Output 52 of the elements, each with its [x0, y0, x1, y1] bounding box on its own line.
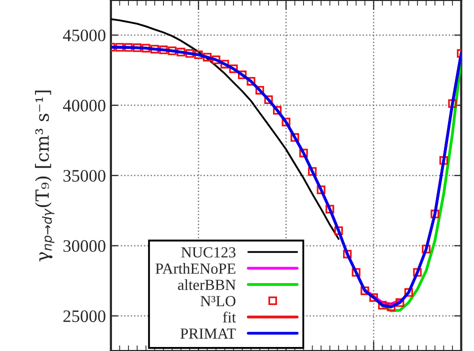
- point: [360, 286, 370, 296]
- point: [185, 49, 194, 58]
- point: [343, 250, 352, 258]
- point: [404, 288, 413, 297]
- point: [220, 60, 230, 68]
- point: [272, 106, 282, 115]
- y-axis-title: γ$_{np→dγ}$(T₉) [cm³ s⁻¹]: [35, 90, 54, 262]
- point: [430, 210, 440, 218]
- point: [396, 298, 404, 307]
- point: [299, 148, 308, 158]
- point: [326, 204, 334, 214]
- legend-label: PArthENoPE: [156, 263, 236, 274]
- point: [168, 46, 177, 56]
- y-tick-label: 30000: [63, 240, 106, 252]
- y-tick-label: 25000: [63, 310, 106, 322]
- point: [352, 268, 360, 277]
- point: [386, 302, 396, 312]
- legend-label: N³LO: [200, 296, 236, 306]
- point: [369, 293, 378, 302]
- point: [115, 43, 124, 52]
- point: [264, 95, 273, 104]
- point: [448, 99, 457, 108]
- point: [176, 48, 186, 56]
- point: [159, 46, 168, 54]
- point: [150, 44, 160, 54]
- line-series: [110, 18, 340, 240]
- legend-label: NUC123: [181, 247, 236, 258]
- legend-label: alterBBN: [178, 279, 236, 290]
- legend-label: fit: [222, 312, 236, 322]
- point: [439, 156, 448, 165]
- legend-label: PRIMAT: [180, 328, 236, 339]
- point: [229, 64, 238, 74]
- point: [413, 268, 422, 277]
- point: [378, 300, 387, 310]
- point: [246, 76, 256, 86]
- point: [142, 44, 150, 52]
- y-tick-label: 45000: [62, 30, 106, 42]
- point: [316, 186, 326, 194]
- point: [194, 50, 203, 60]
- y-tick-label: 35000: [63, 170, 106, 182]
- point: [238, 70, 247, 80]
- y-tick-label: 40000: [62, 100, 106, 112]
- point: [290, 133, 300, 142]
- point: [255, 86, 264, 95]
- point: [132, 43, 142, 52]
- point: [202, 52, 212, 62]
- point: [282, 118, 290, 126]
- point: [334, 226, 343, 235]
- point: [422, 244, 430, 254]
- point: [308, 167, 317, 176]
- point: [124, 43, 133, 52]
- point: [212, 56, 220, 64]
